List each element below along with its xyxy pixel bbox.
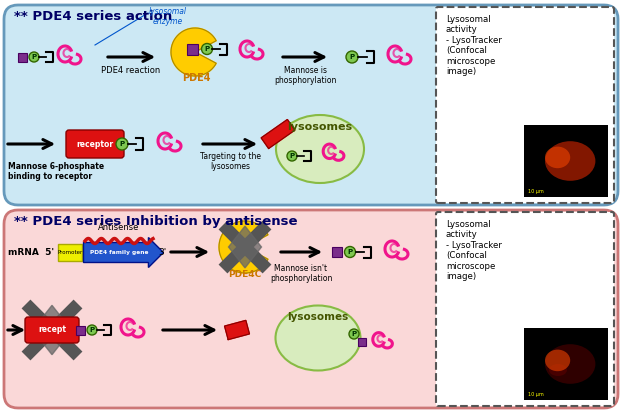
Ellipse shape — [549, 364, 567, 376]
Text: 3': 3' — [158, 248, 166, 257]
FancyBboxPatch shape — [83, 237, 164, 267]
Polygon shape — [171, 28, 216, 76]
Circle shape — [202, 44, 213, 54]
Text: Mannose 6-phosphate
binding to receptor: Mannose 6-phosphate binding to receptor — [8, 162, 104, 181]
Circle shape — [349, 329, 359, 339]
Text: P: P — [289, 153, 295, 159]
Text: receptor: receptor — [77, 140, 114, 148]
Text: PDE4C: PDE4C — [228, 270, 262, 279]
Text: mRNA  5': mRNA 5' — [8, 248, 54, 257]
Text: P: P — [205, 46, 210, 52]
Text: 10 μm: 10 μm — [528, 392, 544, 397]
Circle shape — [346, 51, 358, 63]
FancyBboxPatch shape — [4, 210, 618, 408]
Text: lysosomal
enzyme: lysosomal enzyme — [149, 7, 187, 26]
Ellipse shape — [276, 115, 364, 183]
Bar — [75, 325, 85, 335]
Text: P: P — [90, 327, 95, 333]
Circle shape — [345, 246, 356, 258]
Text: Targeting to the
lysosomes: Targeting to the lysosomes — [200, 152, 261, 171]
Bar — [524, 125, 608, 197]
FancyBboxPatch shape — [25, 317, 79, 343]
Ellipse shape — [545, 344, 595, 384]
Bar — [17, 52, 27, 61]
Bar — [524, 328, 608, 400]
Bar — [332, 247, 342, 257]
Text: Lysosomal
activity
- LysoTracker
(Confocal
microscope
image): Lysosomal activity - LysoTracker (Confoc… — [446, 15, 502, 76]
Text: P: P — [350, 54, 355, 60]
Polygon shape — [228, 226, 261, 268]
Polygon shape — [32, 305, 72, 355]
Ellipse shape — [545, 147, 570, 168]
Text: 10 μm: 10 μm — [528, 189, 544, 194]
Text: ** PDE4 series action: ** PDE4 series action — [14, 10, 172, 23]
Circle shape — [287, 151, 297, 161]
Text: Antisense: Antisense — [98, 223, 140, 232]
Text: P: P — [32, 54, 37, 60]
Text: P: P — [119, 141, 124, 147]
Bar — [358, 338, 366, 346]
FancyBboxPatch shape — [66, 130, 124, 158]
Text: P: P — [351, 331, 356, 337]
FancyBboxPatch shape — [436, 7, 614, 203]
Ellipse shape — [276, 306, 361, 370]
Circle shape — [116, 138, 128, 150]
Text: lysosomes: lysosomes — [287, 312, 348, 322]
Bar — [187, 44, 198, 54]
Polygon shape — [225, 321, 249, 339]
Text: Mannose is
phosphorylation: Mannose is phosphorylation — [274, 66, 336, 85]
Text: Mannose isn't
phosphorylation: Mannose isn't phosphorylation — [270, 264, 332, 283]
Circle shape — [87, 325, 97, 335]
Text: recept: recept — [38, 325, 66, 335]
Text: PDE4 family gene: PDE4 family gene — [90, 250, 148, 255]
Polygon shape — [219, 221, 268, 273]
FancyBboxPatch shape — [4, 5, 618, 205]
Text: ** PDE4 series Inhibition by antisense: ** PDE4 series Inhibition by antisense — [14, 215, 297, 228]
Text: Lysosomal
activity
- LysoTracker
(Confocal
microscope
image): Lysosomal activity - LysoTracker (Confoc… — [446, 220, 502, 281]
Ellipse shape — [545, 350, 570, 371]
Bar — [58, 244, 82, 261]
FancyBboxPatch shape — [436, 212, 614, 406]
Polygon shape — [261, 119, 295, 148]
Text: Promoter: Promoter — [57, 250, 83, 255]
Text: PDE4 reaction: PDE4 reaction — [101, 66, 160, 75]
Circle shape — [29, 52, 39, 62]
Text: P: P — [348, 249, 353, 255]
Text: lysosomes: lysosomes — [287, 122, 353, 132]
Text: PDE4: PDE4 — [182, 73, 210, 83]
Ellipse shape — [545, 141, 595, 181]
